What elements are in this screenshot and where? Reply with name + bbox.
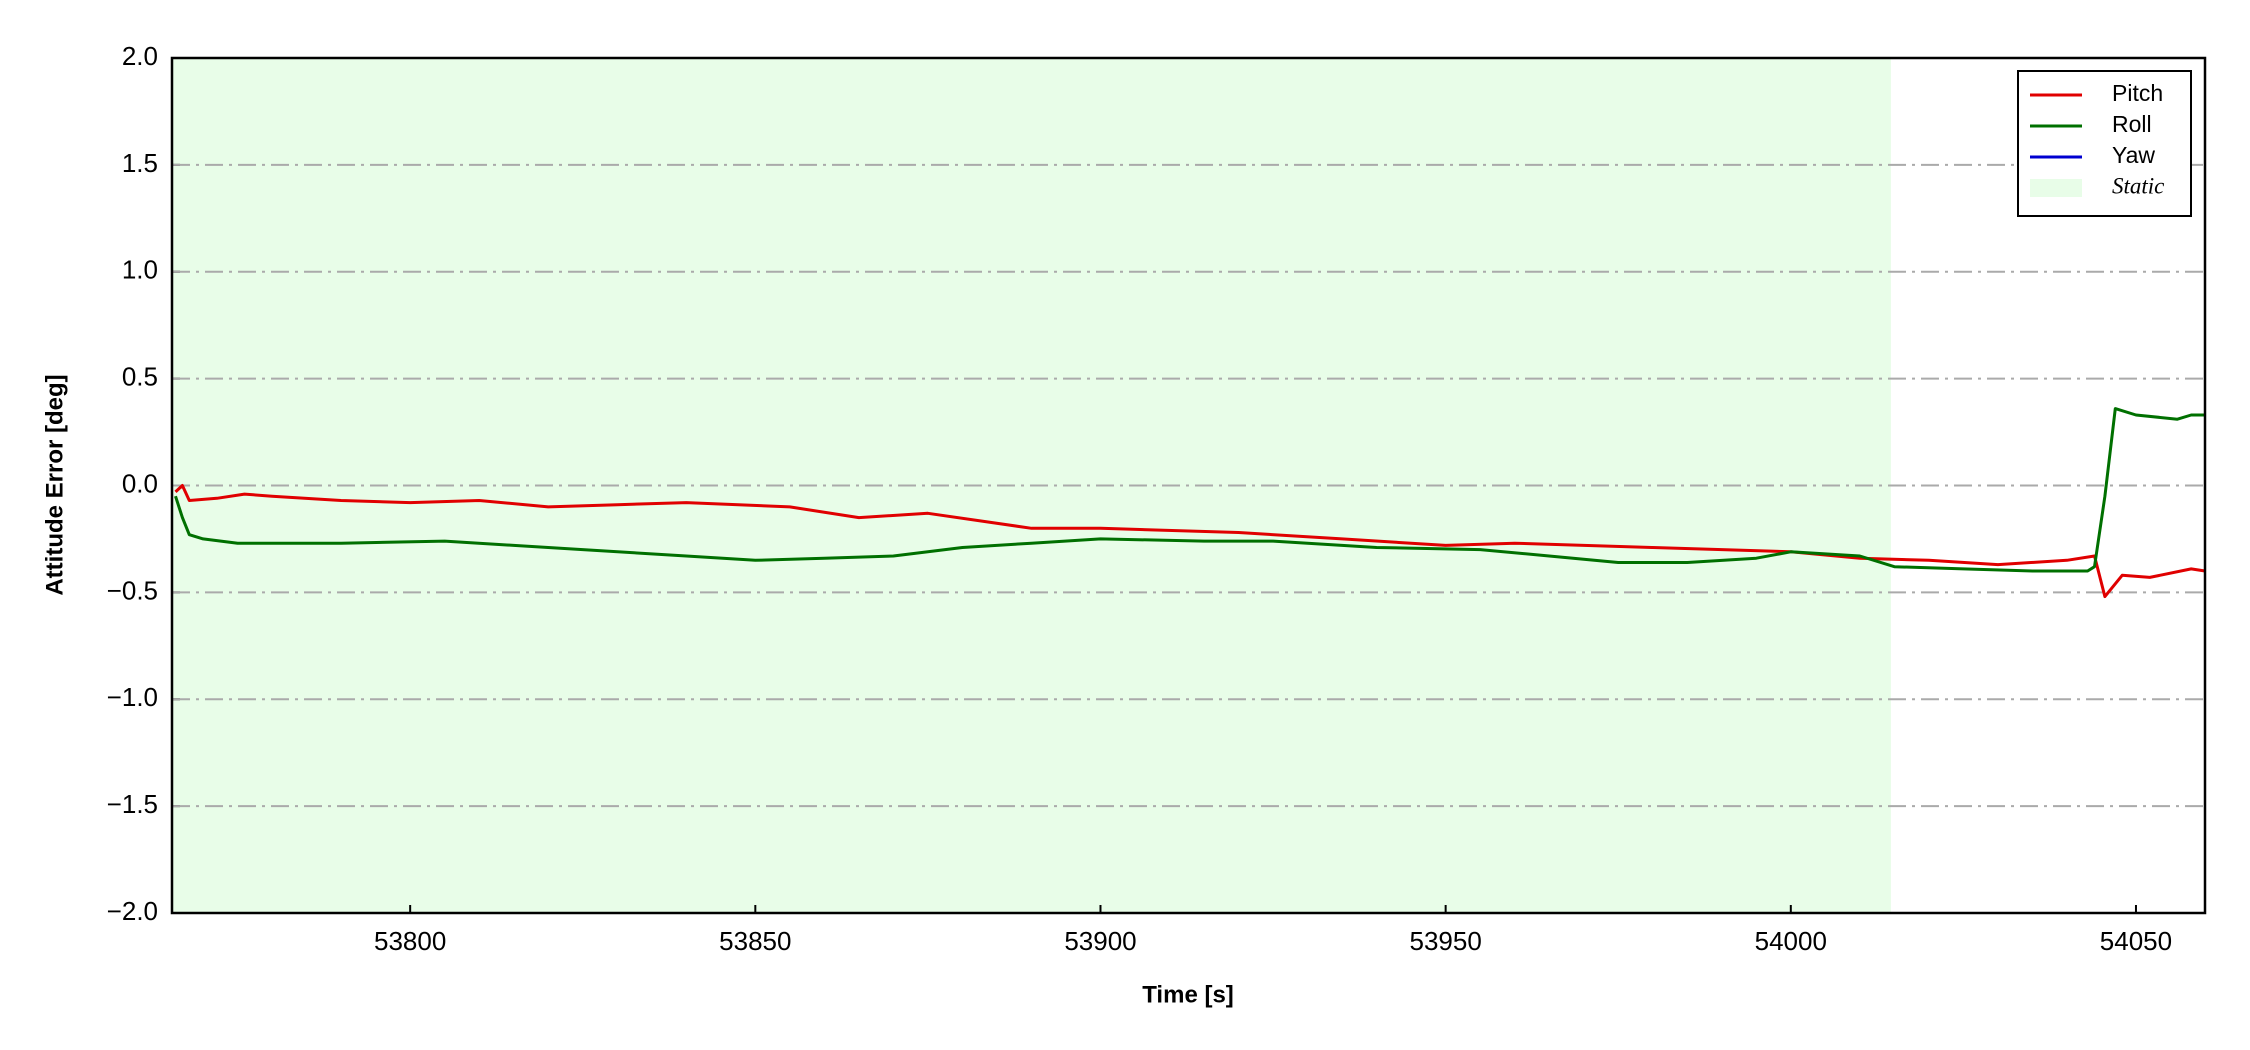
y-axis-label: Attitude Error [deg] — [41, 374, 68, 595]
y-tick-label: 1.5 — [122, 148, 158, 178]
legend-swatch — [2030, 179, 2082, 197]
y-tick-label: 0.5 — [122, 362, 158, 392]
x-tick-label: 54000 — [1755, 926, 1827, 956]
legend-label: Roll — [2112, 111, 2152, 137]
line-series — [174, 484, 2206, 599]
line-series — [174, 407, 2205, 573]
y-tick-label: 2.0 — [122, 41, 158, 71]
x-tick-label: 53950 — [1409, 926, 1481, 956]
x-tick-label: 53850 — [719, 926, 791, 956]
x-tick-label: 53900 — [1064, 926, 1136, 956]
x-tick-label: 53800 — [374, 926, 446, 956]
y-tick-label: −0.5 — [107, 575, 158, 605]
y-tick-label: −1.5 — [107, 789, 158, 819]
y-tick-label: −2.0 — [107, 896, 158, 926]
x-tick-label: 54050 — [2100, 926, 2172, 956]
y-tick-label: 0.0 — [122, 468, 158, 498]
x-axis-label: Time [s] — [1142, 981, 1234, 1008]
y-tick-label: 1.0 — [122, 255, 158, 285]
y-tick-label: −1.0 — [107, 682, 158, 712]
plot-frame — [170, 56, 2207, 915]
legend-label: Pitch — [2112, 80, 2163, 106]
legend-label: Yaw — [2112, 142, 2155, 168]
legend-label: Static — [2112, 173, 2164, 198]
